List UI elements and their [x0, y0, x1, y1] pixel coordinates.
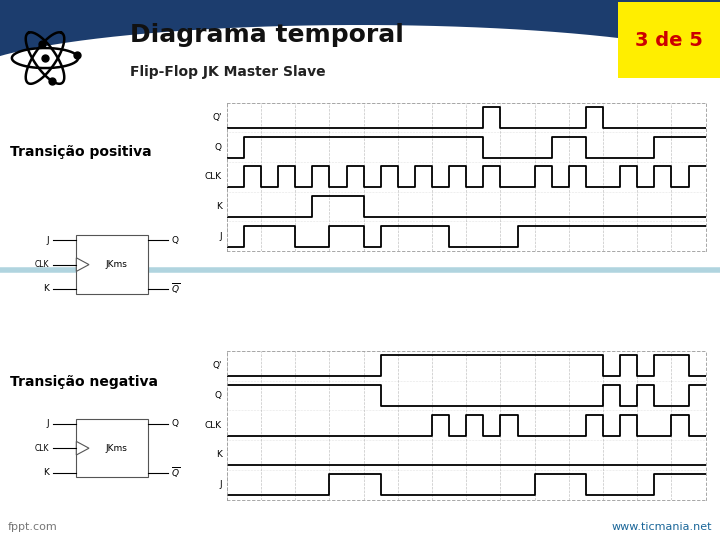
- Text: Q: Q: [215, 391, 222, 400]
- Text: fppt.com: fppt.com: [8, 522, 58, 532]
- Text: K: K: [43, 468, 50, 477]
- Text: J: J: [219, 480, 222, 489]
- Text: Diagrama temporal: Diagrama temporal: [130, 23, 404, 47]
- Text: CLK: CLK: [204, 421, 222, 430]
- Polygon shape: [76, 258, 89, 272]
- Text: Q: Q: [171, 236, 179, 245]
- Text: CLK: CLK: [35, 444, 50, 453]
- Text: Q: Q: [215, 143, 222, 152]
- Text: CLK: CLK: [35, 260, 50, 269]
- Text: J: J: [219, 232, 222, 241]
- Text: K: K: [43, 285, 50, 293]
- Text: $\overline{Q}$: $\overline{Q}$: [171, 465, 181, 480]
- Text: Q: Q: [171, 420, 179, 428]
- Text: Transição positiva: Transição positiva: [10, 145, 152, 159]
- Text: CLK: CLK: [204, 172, 222, 181]
- Text: 3 de 5: 3 de 5: [635, 30, 703, 50]
- Text: K: K: [216, 202, 222, 211]
- Text: JKms: JKms: [105, 260, 127, 269]
- Text: Q': Q': [212, 113, 222, 122]
- Text: Flip-Flop JK Master Slave: Flip-Flop JK Master Slave: [130, 65, 325, 79]
- Bar: [76, 235, 148, 294]
- Text: www.ticmania.net: www.ticmania.net: [611, 522, 712, 532]
- Text: J: J: [47, 420, 50, 428]
- Bar: [618, 2, 720, 78]
- Bar: [76, 419, 148, 477]
- Text: J: J: [47, 236, 50, 245]
- Text: JKms: JKms: [105, 444, 127, 453]
- Text: Transição negativa: Transição negativa: [10, 375, 158, 389]
- Text: $\overline{Q}$: $\overline{Q}$: [171, 281, 181, 296]
- Polygon shape: [76, 441, 89, 455]
- Bar: [0, 0, 720, 80]
- Text: Q': Q': [212, 361, 222, 370]
- Text: K: K: [216, 450, 222, 460]
- PathPatch shape: [0, 25, 720, 540]
